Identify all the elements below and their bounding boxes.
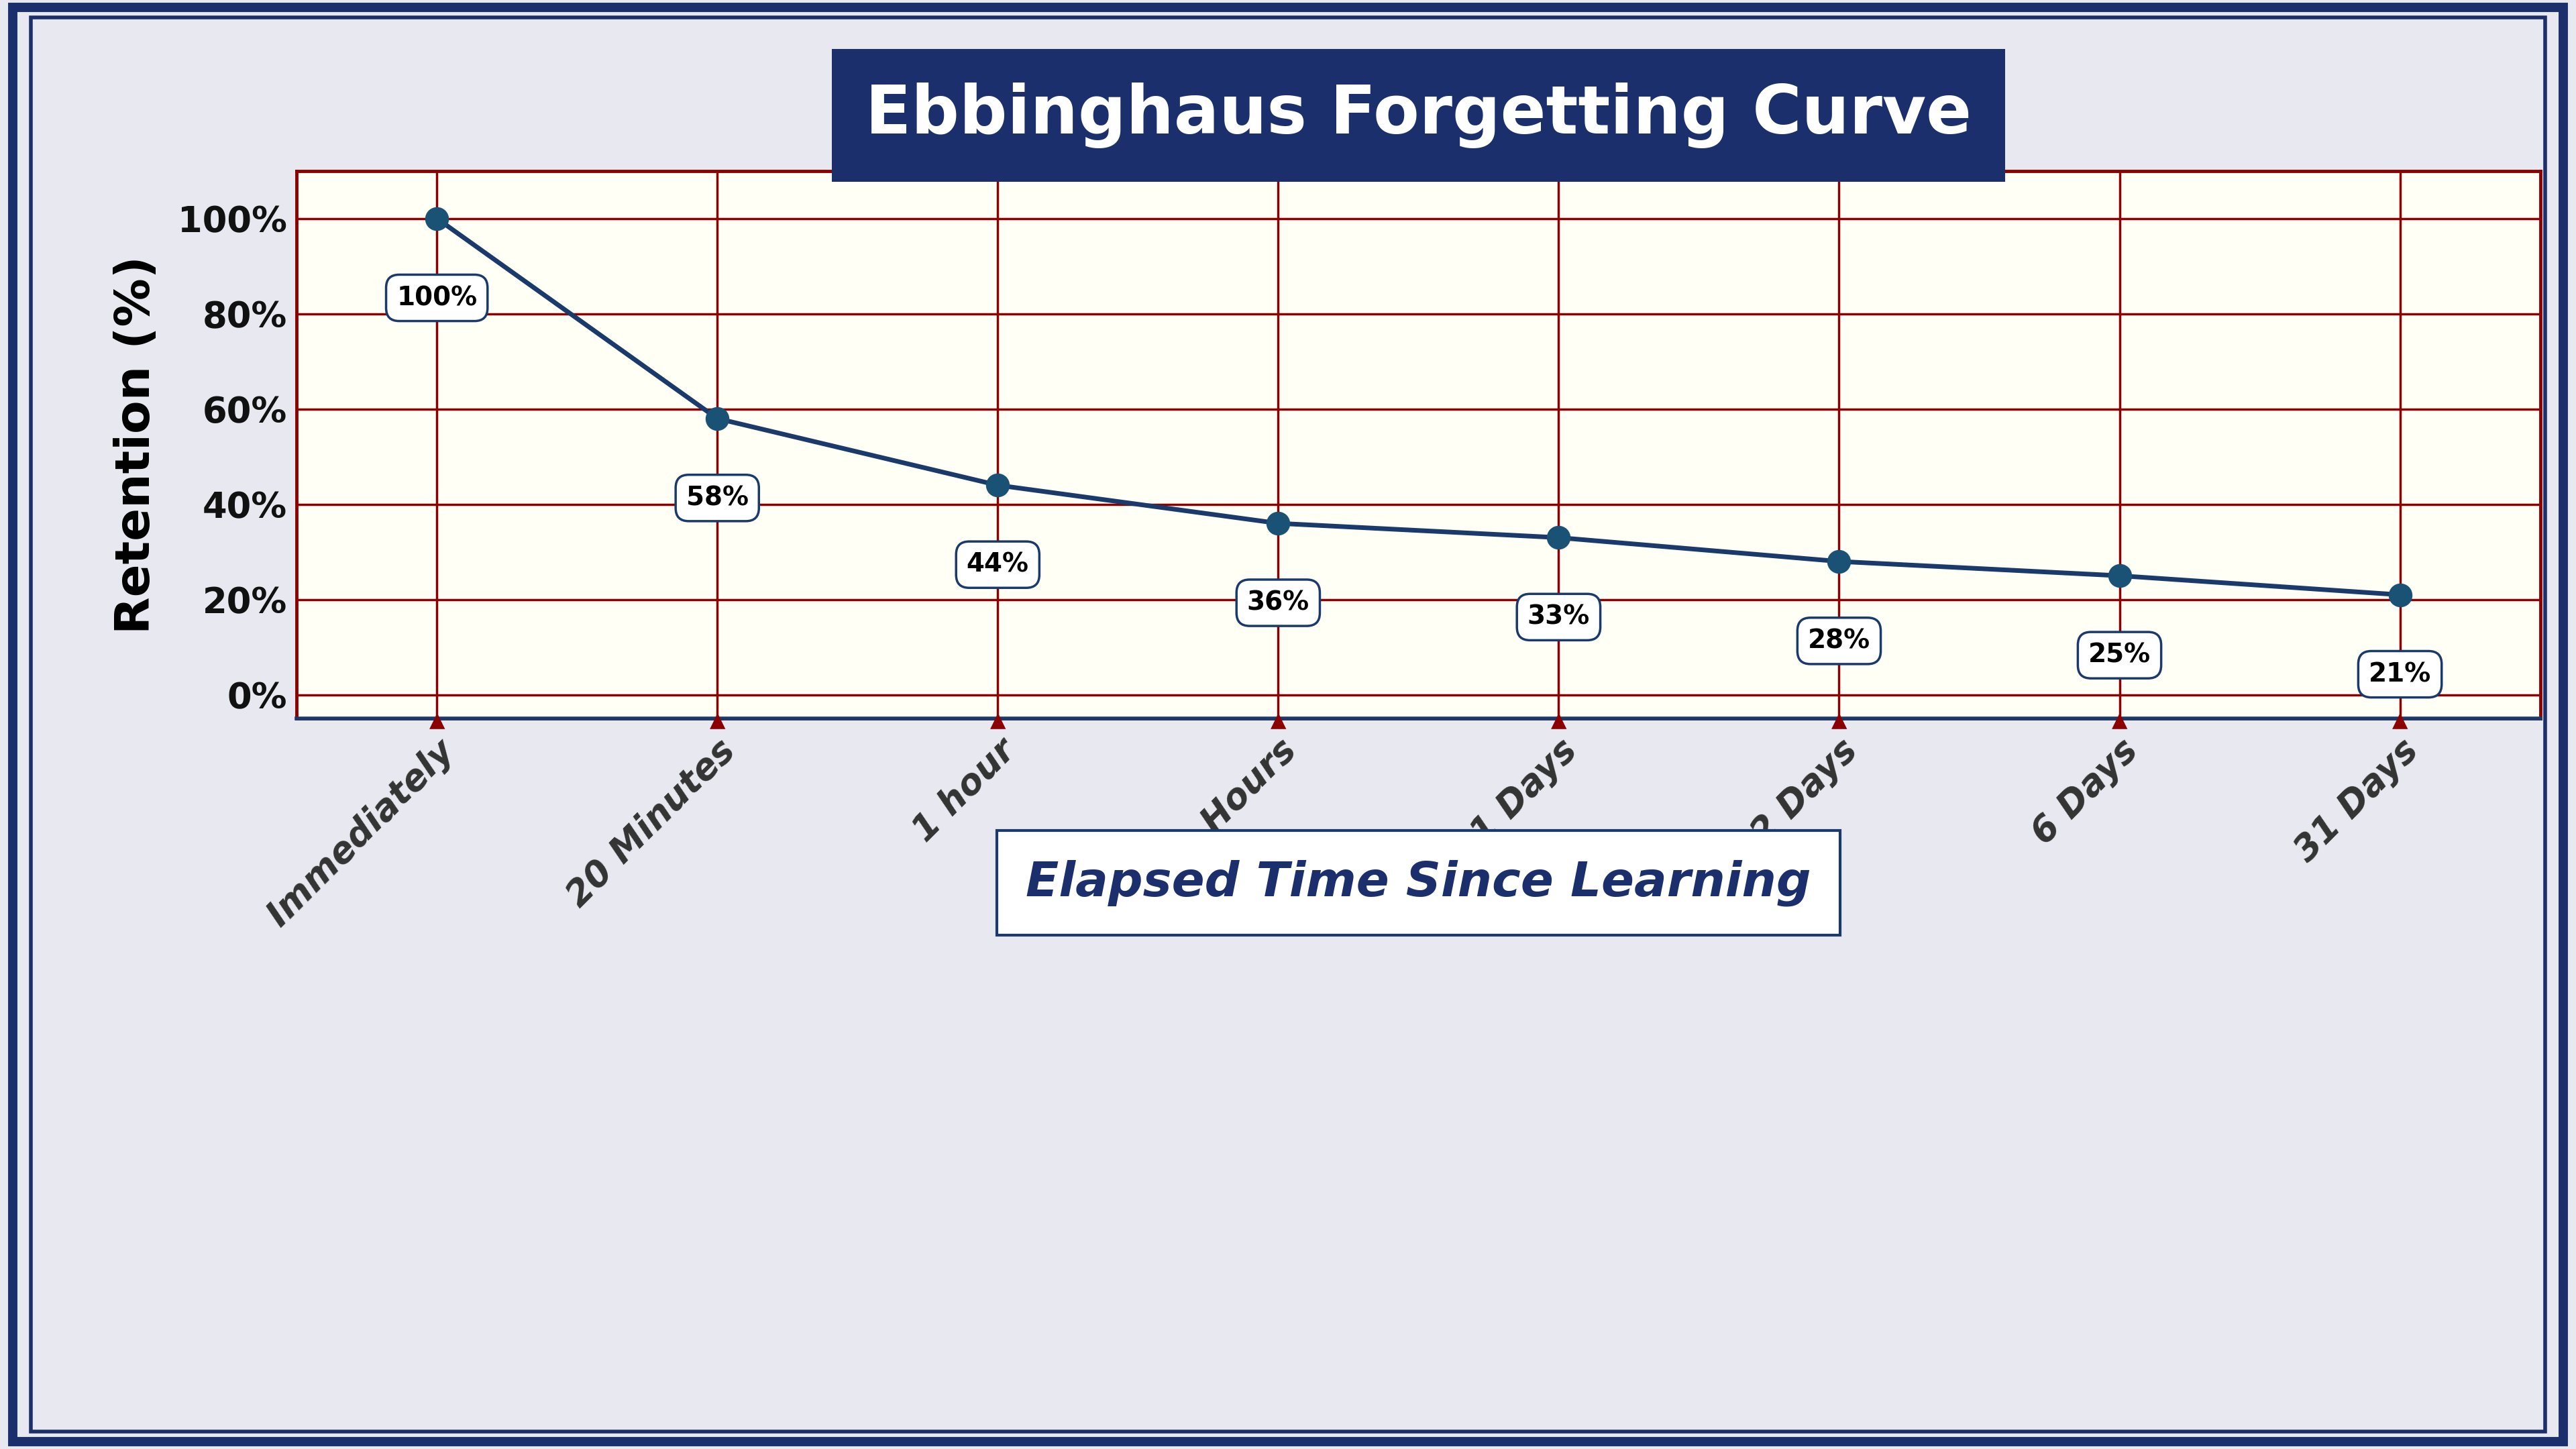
Y-axis label: Retention (%): Retention (%) [113,255,160,633]
Point [696,407,737,430]
Text: ▲: ▲ [2112,711,2128,730]
Point [1819,549,1860,572]
Text: Elapsed Time Since Learning: Elapsed Time Since Learning [1025,859,1811,906]
Point [1257,511,1298,535]
Text: ▲: ▲ [1551,711,1566,730]
Text: 33%: 33% [1528,604,1589,630]
Text: ▲: ▲ [430,711,446,730]
Point [2099,564,2141,587]
Point [1538,526,1579,549]
Point [417,207,459,230]
Text: 36%: 36% [1247,590,1309,616]
Text: 28%: 28% [1808,627,1870,653]
Text: 58%: 58% [685,485,750,510]
Text: ▲: ▲ [1832,711,1847,730]
Title: Ebbinghaus Forgetting Curve: Ebbinghaus Forgetting Curve [866,83,1971,148]
Text: ▲: ▲ [2393,711,2409,730]
Text: 44%: 44% [966,552,1028,577]
Text: ▲: ▲ [1270,711,1285,730]
Point [976,474,1018,497]
Text: 21%: 21% [2370,662,2432,687]
Text: ▲: ▲ [989,711,1005,730]
Text: ▲: ▲ [708,711,726,730]
Text: 25%: 25% [2089,642,2151,668]
Text: 100%: 100% [397,285,477,310]
Point [2380,582,2421,606]
